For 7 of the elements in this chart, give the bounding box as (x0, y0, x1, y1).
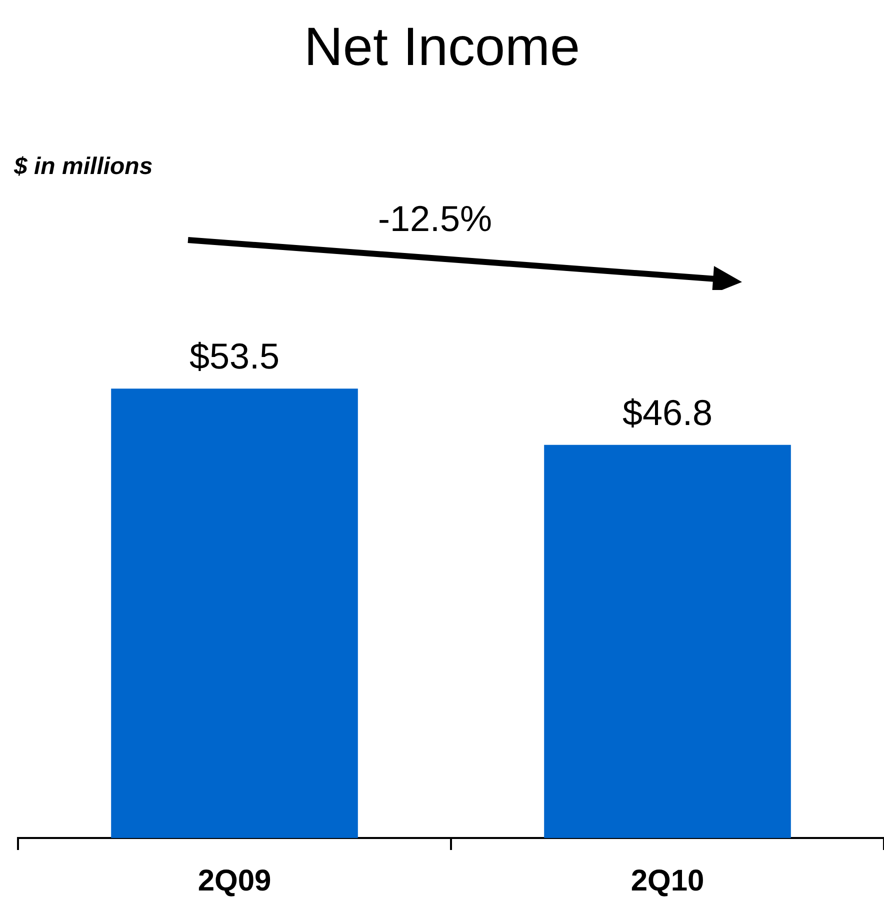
text: $ in millions (14, 153, 153, 181)
data-label: $46.8 (622, 392, 713, 433)
data-label: $53.5 (189, 336, 280, 377)
chart-title: Net Income (302, 16, 582, 78)
text: -12.5% (378, 198, 492, 240)
x-tick-label: 2Q09 (198, 864, 272, 898)
x-tick-label: 2Q10 (630, 864, 704, 898)
